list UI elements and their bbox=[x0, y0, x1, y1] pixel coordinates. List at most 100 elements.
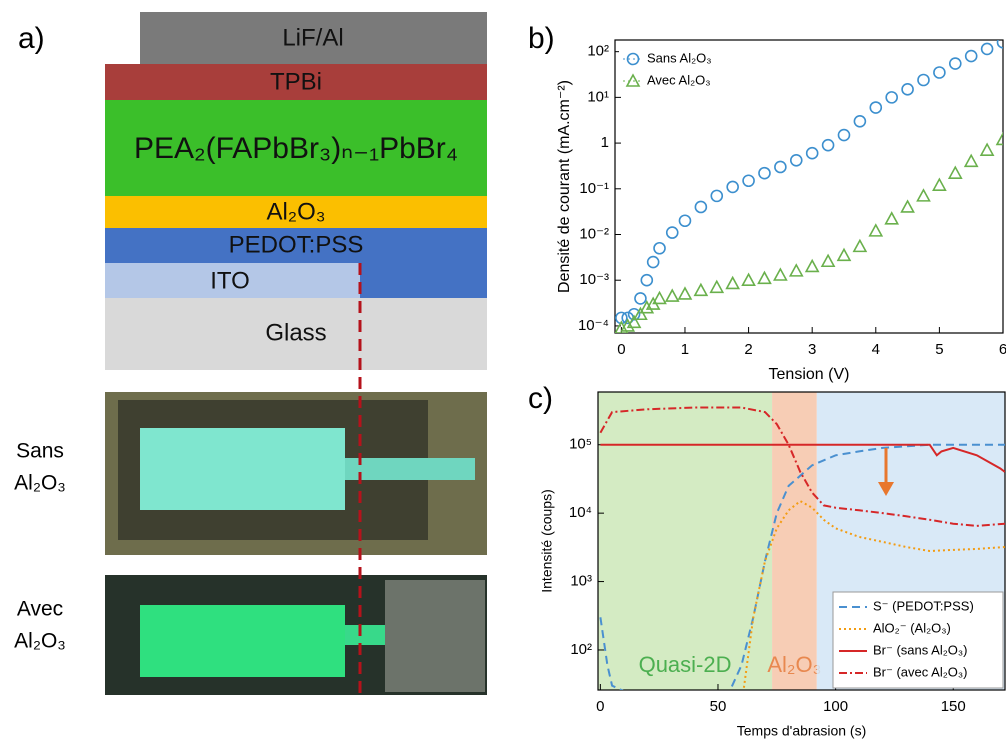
x-tick-label: 2 bbox=[744, 341, 752, 358]
marker bbox=[677, 286, 693, 300]
marker bbox=[917, 73, 930, 87]
region bbox=[598, 392, 773, 690]
layer bbox=[105, 100, 487, 196]
x-tick-label: 5 bbox=[935, 341, 943, 358]
legend-label: Avec Al₂O₃ bbox=[647, 72, 711, 87]
layer bbox=[105, 196, 487, 228]
marker bbox=[963, 153, 979, 168]
marker bbox=[979, 142, 995, 156]
marker bbox=[996, 40, 1003, 49]
marker bbox=[885, 91, 898, 104]
marker bbox=[837, 128, 851, 142]
marker bbox=[980, 42, 994, 56]
marker bbox=[646, 255, 660, 269]
series-line bbox=[742, 499, 1005, 688]
marker bbox=[916, 188, 931, 202]
marker bbox=[805, 146, 819, 160]
legend-marker bbox=[626, 52, 640, 66]
x-tick-label: 0 bbox=[617, 341, 625, 358]
marker bbox=[742, 174, 755, 188]
marker bbox=[652, 290, 667, 305]
layer-label: ITO bbox=[210, 267, 250, 294]
photo-detail bbox=[385, 580, 485, 692]
y-tick-label: 10⁻¹ bbox=[579, 180, 609, 197]
photo-detail bbox=[345, 625, 385, 645]
y-tick-label: 10⁻³ bbox=[579, 271, 609, 288]
sample-label: Sans bbox=[16, 440, 64, 463]
x-tick-label: 150 bbox=[941, 698, 966, 715]
x-tick-label: 100 bbox=[823, 698, 848, 715]
layer-label: LiF/Al bbox=[282, 24, 343, 51]
legend-label: S⁻ (PEDOT:PSS) bbox=[873, 598, 974, 613]
y-axis-label: Intensité (coups) bbox=[539, 489, 555, 593]
marker bbox=[869, 101, 883, 114]
x-tick-label: 6 bbox=[999, 341, 1006, 358]
marker bbox=[853, 114, 867, 128]
marker bbox=[884, 211, 900, 225]
sample-label: Al₂O₃ bbox=[14, 472, 66, 495]
y-tick-label: 10⁵ bbox=[569, 436, 592, 453]
marker bbox=[774, 160, 787, 174]
marker bbox=[852, 238, 868, 253]
marker bbox=[710, 189, 724, 203]
x-axis-label: Temps d'abrasion (s) bbox=[737, 723, 867, 739]
y-tick-label: 10¹ bbox=[587, 88, 609, 105]
y-axis-label: Densité de courant (mA.cm⁻²) bbox=[556, 80, 573, 293]
y-tick-label: 10² bbox=[587, 43, 609, 60]
layer bbox=[105, 263, 360, 298]
y-tick-label: 10² bbox=[570, 641, 592, 658]
layer-label: TPBi bbox=[270, 68, 322, 95]
x-tick-label: 0 bbox=[596, 698, 604, 715]
legend-label: Br⁻ (avec Al₂O₃) bbox=[873, 664, 968, 679]
marker bbox=[725, 275, 741, 290]
marker bbox=[788, 263, 804, 277]
marker bbox=[995, 131, 1003, 146]
plot-frame bbox=[597, 391, 1006, 691]
x-axis-label: Tension (V) bbox=[769, 366, 850, 383]
sample-label: Avec bbox=[17, 598, 63, 621]
region bbox=[772, 392, 817, 690]
y-tick-label: 1 bbox=[601, 134, 609, 151]
marker bbox=[664, 288, 680, 302]
x-tick-label: 3 bbox=[808, 341, 816, 358]
marker bbox=[709, 279, 725, 294]
marker bbox=[804, 258, 820, 273]
marker bbox=[758, 166, 771, 180]
marker bbox=[694, 200, 708, 214]
x-tick-label: 50 bbox=[710, 698, 727, 715]
marker bbox=[678, 214, 692, 228]
y-tick-label: 10³ bbox=[570, 573, 592, 590]
marker bbox=[773, 267, 788, 281]
marker bbox=[964, 49, 978, 63]
marker bbox=[932, 177, 947, 191]
marker bbox=[868, 223, 884, 237]
marker bbox=[821, 138, 835, 152]
sample-label: Al₂O₃ bbox=[14, 630, 66, 653]
y-tick-label: 10⁴ bbox=[569, 504, 592, 521]
series-line bbox=[599, 406, 1005, 527]
marker bbox=[665, 226, 679, 239]
legend-label: AlO₂⁻ (Al₂O₃) bbox=[873, 620, 951, 635]
layer-label: PEDOT:PSS bbox=[229, 231, 364, 258]
y-tick-label: 10⁻² bbox=[579, 225, 609, 242]
marker bbox=[633, 306, 648, 321]
marker bbox=[757, 270, 772, 285]
marker bbox=[741, 272, 756, 287]
marker bbox=[640, 273, 654, 287]
marker bbox=[789, 154, 803, 167]
region-label: Al₂O₃ bbox=[767, 652, 821, 677]
marker bbox=[634, 292, 647, 305]
photo-detail bbox=[345, 458, 475, 480]
layer bbox=[140, 12, 487, 64]
series-line bbox=[600, 443, 1005, 473]
marker bbox=[836, 247, 852, 262]
plot-data bbox=[615, 40, 1003, 333]
marker bbox=[901, 83, 914, 96]
x-tick-label: 1 bbox=[681, 341, 689, 358]
marker bbox=[948, 57, 962, 70]
plot-data bbox=[599, 406, 1005, 690]
marker bbox=[900, 199, 915, 213]
marker bbox=[620, 318, 636, 332]
marker bbox=[947, 165, 963, 179]
